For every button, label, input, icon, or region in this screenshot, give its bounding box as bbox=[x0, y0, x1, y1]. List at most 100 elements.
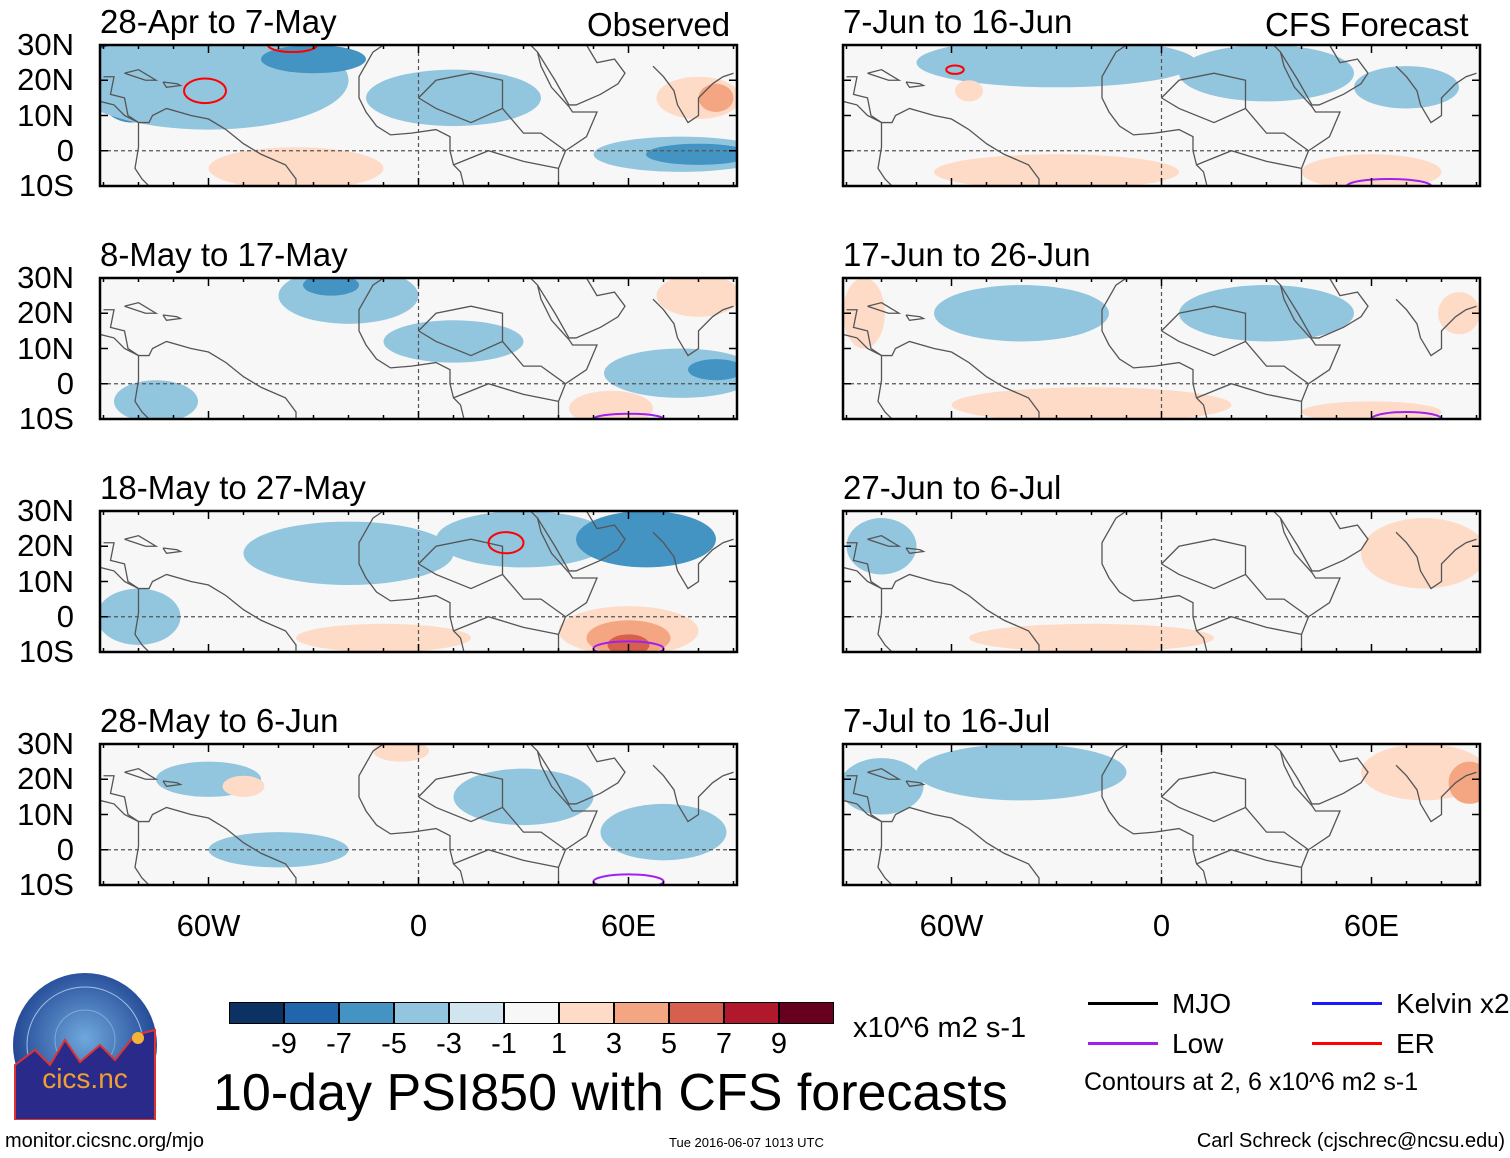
anomaly-region bbox=[843, 278, 885, 349]
coastline bbox=[502, 341, 566, 385]
coastline bbox=[418, 538, 504, 590]
contour-note: Contours at 2, 6 x10^6 m2 s-1 bbox=[1084, 1068, 1419, 1096]
coastline bbox=[453, 383, 559, 403]
lat-tick-label: 20N bbox=[17, 62, 74, 98]
coastline bbox=[1101, 744, 1208, 885]
cics-logo: cics.nc bbox=[13, 973, 157, 1120]
coastline bbox=[100, 566, 150, 652]
lat-tick-label: 0 bbox=[56, 831, 74, 867]
coastline bbox=[867, 301, 902, 314]
anomaly-region bbox=[114, 380, 198, 419]
coastline bbox=[100, 100, 150, 186]
cfs-forecast-header: CFS Forecast bbox=[1265, 6, 1469, 43]
coastline bbox=[1279, 45, 1369, 106]
lat-tick-label: 30N bbox=[17, 493, 74, 528]
coastline bbox=[1273, 744, 1341, 885]
colorbar-label: -5 bbox=[381, 1028, 407, 1060]
coastline bbox=[103, 775, 297, 885]
lat-tick-label: 20N bbox=[17, 295, 74, 331]
coastline bbox=[124, 301, 159, 314]
colorbar-label: 9 bbox=[770, 1028, 788, 1060]
coastline bbox=[1395, 764, 1477, 823]
coastline bbox=[1196, 616, 1302, 636]
contour-er bbox=[267, 45, 318, 54]
coastline bbox=[530, 744, 598, 885]
coastline bbox=[1395, 531, 1477, 590]
anomaly-region bbox=[934, 285, 1109, 342]
anomaly-region bbox=[453, 768, 594, 826]
lon-tick-label: 60W bbox=[176, 908, 241, 943]
map-panel bbox=[841, 509, 1482, 654]
coastline bbox=[358, 744, 465, 885]
coastline bbox=[162, 314, 183, 321]
coastline bbox=[1273, 45, 1341, 186]
coastline bbox=[1161, 538, 1247, 590]
lat-tick-label: 0 bbox=[56, 598, 74, 634]
coastline bbox=[418, 305, 504, 357]
lat-tick-label: 10N bbox=[17, 796, 74, 832]
colorbar-label: 1 bbox=[550, 1028, 568, 1060]
lon-tick-label: 0 bbox=[1152, 908, 1171, 943]
coastline bbox=[1279, 511, 1369, 572]
timestamp: Tue 2016-06-07 1013 UTC bbox=[669, 1135, 824, 1150]
anomaly-region bbox=[303, 278, 359, 296]
coastline bbox=[358, 278, 465, 419]
anomaly-region bbox=[222, 775, 265, 797]
coastline bbox=[453, 150, 559, 170]
coastline bbox=[843, 100, 893, 186]
source-url[interactable]: monitor.cicsnc.org/mjo bbox=[5, 1130, 204, 1152]
panel-title: 17-Jun to 26-Jun bbox=[843, 236, 1091, 273]
colorbar-swatch bbox=[614, 1002, 669, 1024]
author-credit: Carl Schreck (cjschrec@ncsu.edu) bbox=[1196, 1130, 1505, 1152]
legend-line-mjo bbox=[1088, 1002, 1158, 1005]
anomaly-region bbox=[846, 518, 917, 575]
coastline bbox=[1273, 278, 1341, 419]
anomaly-region bbox=[698, 83, 734, 112]
coastline bbox=[652, 298, 734, 357]
coastline bbox=[418, 771, 504, 823]
contour-er bbox=[183, 77, 227, 105]
coastline bbox=[536, 744, 626, 805]
logo-text: cics.nc bbox=[42, 1063, 128, 1094]
coastline bbox=[846, 76, 1040, 186]
coastline bbox=[1196, 383, 1302, 403]
coastline bbox=[905, 547, 926, 554]
coastline bbox=[162, 547, 183, 554]
anomaly-region bbox=[1361, 518, 1480, 589]
coastline bbox=[652, 764, 734, 823]
coastline bbox=[530, 45, 598, 186]
legend-line-kelvin bbox=[1312, 1002, 1382, 1005]
panel-title: 28-May to 6-Jun bbox=[100, 702, 339, 739]
lat-tick-label: 0 bbox=[56, 132, 74, 168]
colorbar-swatch bbox=[669, 1002, 724, 1024]
coastline bbox=[124, 767, 159, 780]
coastline bbox=[846, 542, 1040, 652]
colorbar-label: -9 bbox=[271, 1028, 297, 1060]
coastline bbox=[502, 574, 566, 618]
colorbar-label: 3 bbox=[605, 1028, 623, 1060]
panel-title: 7-Jun to 16-Jun bbox=[843, 3, 1073, 40]
map-panel bbox=[841, 276, 1482, 421]
colorbar-swatch bbox=[559, 1002, 614, 1024]
anomaly-region bbox=[1179, 285, 1354, 342]
lat-tick-label: 10S bbox=[18, 867, 74, 902]
coastline bbox=[100, 799, 150, 885]
coastline bbox=[124, 68, 159, 81]
map-panel bbox=[98, 43, 739, 188]
legend-label: ER bbox=[1396, 1028, 1435, 1059]
lat-tick-label: 10N bbox=[17, 97, 74, 133]
coastline bbox=[100, 333, 150, 419]
legend-line-low bbox=[1088, 1042, 1158, 1045]
map-panel bbox=[841, 43, 1482, 188]
anomaly-region bbox=[607, 634, 650, 652]
coastline bbox=[867, 534, 902, 547]
coastline bbox=[530, 511, 598, 652]
panel-title: 27-Jun to 6-Jul bbox=[843, 469, 1062, 506]
contour-er bbox=[487, 531, 525, 555]
lat-tick-label: 20N bbox=[17, 528, 74, 564]
lat-tick-label: 0 bbox=[56, 365, 74, 401]
anomaly-region bbox=[934, 154, 1179, 186]
colorbar-label: -1 bbox=[491, 1028, 517, 1060]
anomaly-region bbox=[569, 390, 653, 419]
anomaly-region bbox=[646, 143, 737, 165]
